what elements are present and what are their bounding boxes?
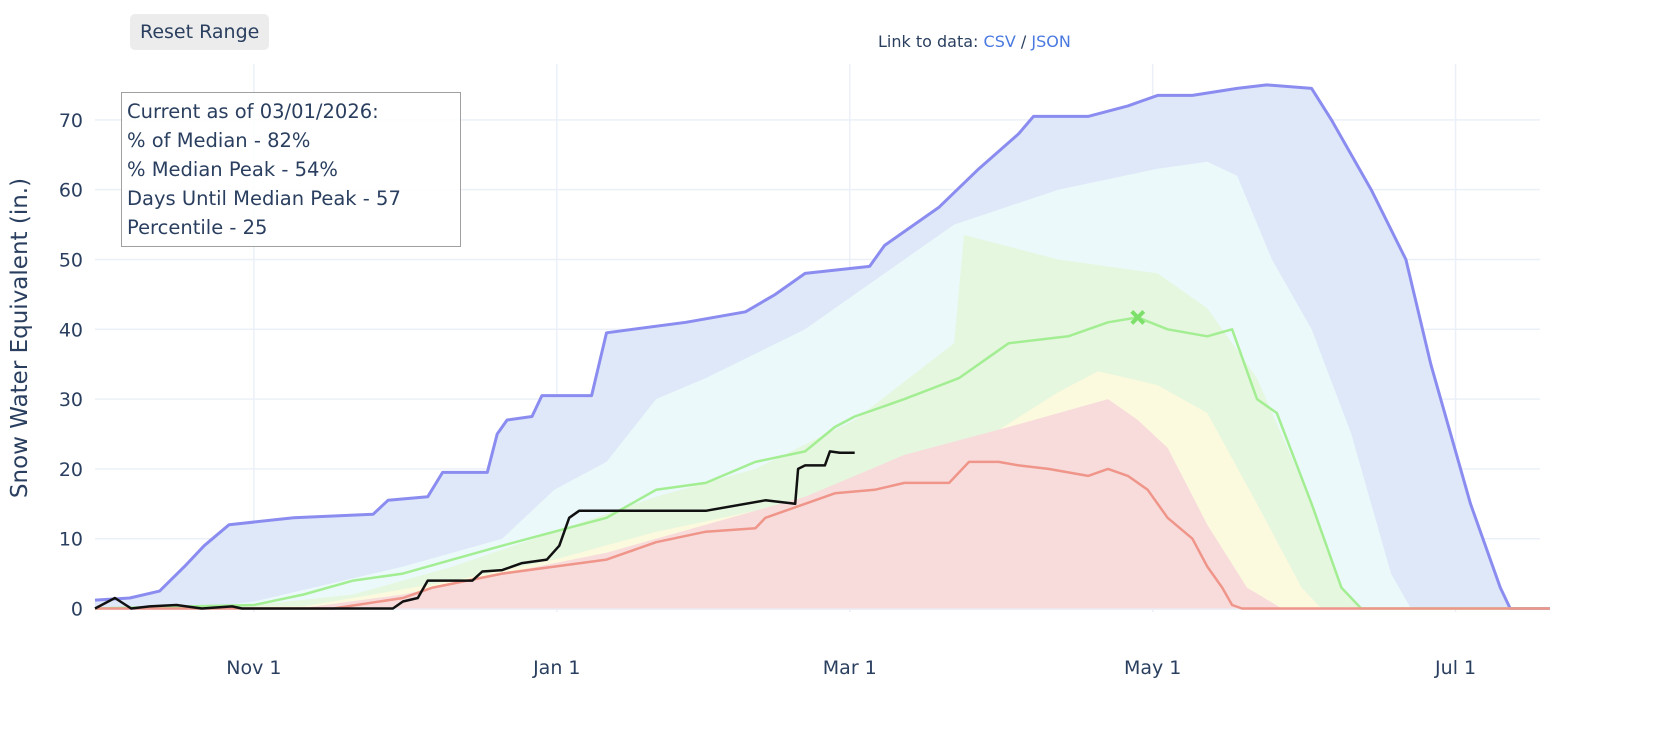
y-tick-label: 20 [59,459,83,481]
x-tick-label: Nov 1 [226,657,281,679]
y-tick-label: 40 [59,319,83,341]
stats-title: Current as of 03/01/2026: [127,100,379,123]
json-link[interactable]: JSON [1031,32,1071,51]
p10-band [95,399,1550,609]
data-links: Link to data: CSV / JSON [878,32,1071,51]
median-line [94,316,1550,610]
x-tick-label: Jan 1 [532,657,580,679]
y-tick-label: 10 [59,529,83,551]
min-line [95,460,1550,610]
stat-percent-median: % of Median - 82% [127,129,311,152]
x-tick-label: Mar 1 [823,657,877,679]
link-separator: / [1020,32,1027,51]
current-line [94,450,855,610]
x-tick-label: May 1 [1124,657,1181,679]
reset-range-button[interactable]: Reset Range [130,14,270,50]
current-stats-box: Current as of 03/01/2026: % of Median - … [121,92,461,247]
max-line [94,83,1550,610]
y-tick-label: 70 [59,110,83,132]
stat-days-until-peak: Days Until Median Peak - 57 [127,187,401,210]
y-tick-label: 60 [59,180,83,202]
y-axis-title: Snow Water Equivalent (in.) [7,178,33,498]
y-tick-label: 30 [59,389,83,411]
csv-link[interactable]: CSV [983,32,1016,51]
y-tick-label: 50 [59,249,83,271]
y-tick-label: 0 [71,599,83,621]
x-tick-label: Jul 1 [1434,657,1476,679]
stat-percent-median-peak: % Median Peak - 54% [127,158,338,181]
data-links-label: Link to data: [878,32,979,51]
stat-percentile: Percentile - 25 [127,216,268,239]
median-peak-marker [1130,309,1146,325]
